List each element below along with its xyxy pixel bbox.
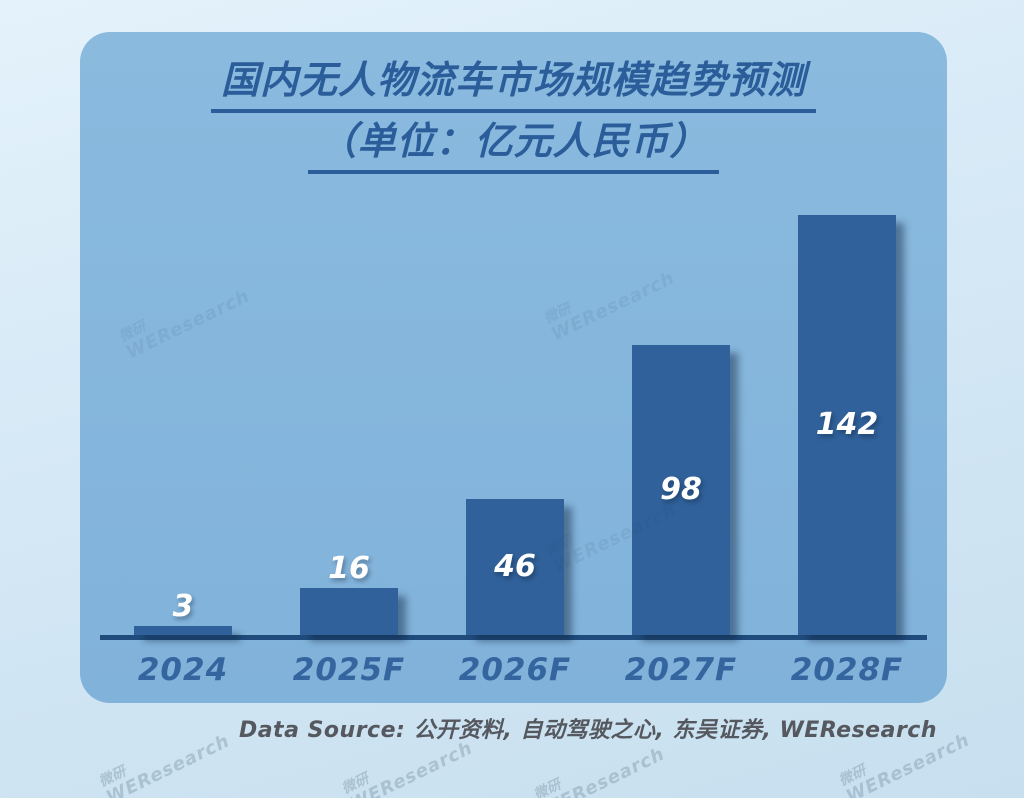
- chart-title-line2: （单位：亿元人民币）: [308, 115, 719, 174]
- chart-title-row-1: 国内无人物流车市场规模趋势预测: [80, 54, 947, 113]
- bar: [798, 215, 896, 635]
- bar-value-label: 16: [328, 551, 370, 586]
- x-axis-label: 2028F: [790, 652, 904, 688]
- bar-value-label: 98: [660, 472, 702, 507]
- watermark-en-text: WEResearch: [537, 743, 669, 798]
- bar: [466, 499, 564, 635]
- x-axis-label: 2025F: [292, 652, 406, 688]
- x-axis-label: 2027F: [624, 652, 738, 688]
- watermark-en-text: WEResearch: [102, 730, 234, 798]
- chart-title-row-2: （单位：亿元人民币）: [80, 115, 947, 174]
- watermark-en-text: WEResearch: [345, 737, 477, 798]
- chart-title: 国内无人物流车市场规模趋势预测 （单位：亿元人民币）: [80, 54, 947, 176]
- x-axis-line: [100, 635, 927, 640]
- x-axis-label: 2026F: [458, 652, 572, 688]
- bar-chart: 3 2024 16 2025F 46 2026F 98 2027F 142 2028F: [80, 32, 947, 703]
- chart-title-line1: 国内无人物流车市场规模趋势预测: [210, 54, 816, 113]
- chart-panel: 国内无人物流车市场规模趋势预测 （单位：亿元人民币） 3 2024 16 2025F 4…: [80, 32, 947, 703]
- bar-value-label: 142: [815, 407, 879, 442]
- x-axis-label: 2024: [137, 652, 229, 688]
- data-source: Data Source: 公开资料, 自动驾驶之心, 东吴证券, WEResea…: [238, 718, 937, 743]
- bar: [632, 345, 730, 635]
- watermark-cn-text: 微研: [96, 763, 129, 791]
- bar-value-label: 3: [172, 589, 194, 624]
- bar: [300, 588, 398, 635]
- bar: [134, 626, 232, 635]
- bar-value-label: 46: [494, 549, 536, 584]
